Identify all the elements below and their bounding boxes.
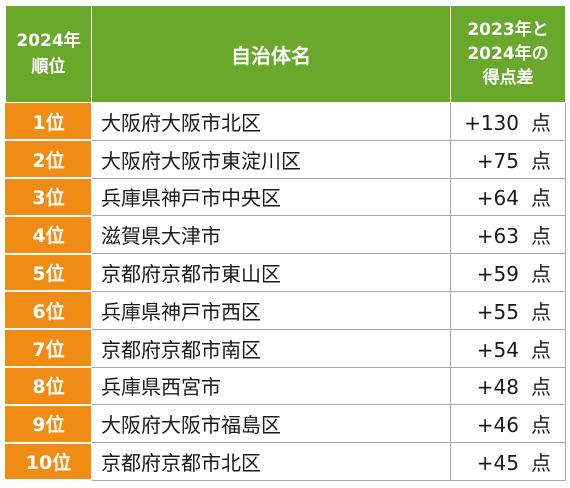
table-row: 8位 兵庫県西宮市 +48 点 — [5, 366, 566, 406]
header-name-label: 自治体名 — [231, 43, 311, 68]
rank-cell: 4位 — [5, 215, 92, 255]
header-rank-line2: 順位 — [31, 57, 66, 77]
ranking-table: 2024年 順位 自治体名 2023年と 2024年の 得点差 1位 大阪府大阪… — [5, 5, 566, 482]
diff-cell: +64 点 — [450, 177, 566, 217]
municipality-cell: 兵庫県西宮市 — [91, 366, 451, 406]
diff-value: +48 — [476, 375, 519, 400]
table-row: 2位 大阪府大阪市東淀川区 +75 点 — [5, 139, 566, 180]
municipality-cell: 京都府京都市東山区 — [91, 253, 451, 292]
municipality-cell: 大阪府大阪市東淀川区 — [91, 139, 451, 179]
table-row: 5位 京都府京都市東山区 +59 点 — [5, 253, 566, 293]
rank-cell: 10位 — [5, 442, 92, 482]
rank-cell: 2位 — [5, 139, 92, 180]
diff-unit: 点 — [531, 337, 551, 362]
diff-cell: +45 点 — [450, 442, 566, 481]
diff-unit: 点 — [531, 110, 551, 135]
table-row: 10位 京都府京都市北区 +45 点 — [5, 442, 566, 482]
table-header: 2024年 順位 自治体名 2023年と 2024年の 得点差 — [5, 5, 566, 103]
header-rank-line1: 2024年 — [16, 31, 81, 51]
header-diff-line2: 2024年の — [467, 44, 549, 64]
diff-cell: +59 点 — [450, 253, 566, 292]
diff-cell: +130 点 — [450, 102, 566, 141]
table-row: 4位 滋賀県大津市 +63 点 — [5, 215, 566, 255]
diff-unit: 点 — [531, 451, 551, 476]
diff-cell: +48 点 — [450, 366, 566, 406]
header-diff-line1: 2023年と — [467, 20, 549, 40]
diff-value: +54 — [476, 337, 519, 362]
rank-cell: 8位 — [5, 366, 92, 406]
header-rank: 2024年 順位 — [5, 5, 92, 103]
municipality-cell: 京都府京都市南区 — [91, 328, 451, 368]
table-row: 6位 兵庫県神戸市西区 +55 点 — [5, 290, 566, 331]
table-row: 7位 京都府京都市南区 +54 点 — [5, 328, 566, 369]
header-row: 2024年 順位 自治体名 2023年と 2024年の 得点差 — [5, 5, 566, 103]
diff-unit: 点 — [531, 299, 551, 324]
municipality-cell: 大阪府大阪市福島区 — [91, 404, 451, 444]
diff-cell: +63 点 — [450, 215, 566, 255]
rank-cell: 9位 — [5, 404, 92, 444]
table-body: 1位 大阪府大阪市北区 +130 点 2位 大阪府大阪市東淀川区 +75 点 3位 … — [5, 102, 566, 482]
header-diff: 2023年と 2024年の 得点差 — [450, 5, 566, 103]
diff-unit: 点 — [531, 262, 551, 287]
diff-unit: 点 — [531, 413, 551, 438]
diff-value: +59 — [476, 262, 519, 287]
rank-cell: 5位 — [5, 253, 92, 293]
diff-value: +64 — [476, 186, 519, 211]
rank-cell: 3位 — [5, 177, 92, 217]
diff-value: +75 — [476, 148, 519, 173]
diff-unit: 点 — [531, 224, 551, 249]
diff-value: +46 — [476, 413, 519, 438]
diff-cell: +46 点 — [450, 404, 566, 444]
diff-cell: +54 点 — [450, 328, 566, 368]
diff-unit: 点 — [531, 148, 551, 173]
diff-cell: +75 点 — [450, 139, 566, 179]
diff-unit: 点 — [531, 186, 551, 211]
diff-value: +63 — [476, 224, 519, 249]
header-name: 自治体名 — [91, 5, 451, 103]
diff-unit: 点 — [531, 375, 551, 400]
header-diff-line3: 得点差 — [482, 68, 534, 88]
municipality-cell: 京都府京都市北区 — [91, 442, 451, 481]
diff-value: +55 — [476, 299, 519, 324]
rank-cell: 1位 — [5, 102, 92, 142]
rank-cell: 6位 — [5, 290, 92, 331]
table-row: 9位 大阪府大阪市福島区 +46 点 — [5, 404, 566, 444]
municipality-cell: 滋賀県大津市 — [91, 215, 451, 255]
diff-value: +130 — [464, 110, 519, 135]
table-row: 3位 兵庫県神戸市中央区 +64 点 — [5, 177, 566, 217]
diff-value: +45 — [476, 451, 519, 476]
municipality-cell: 兵庫県神戸市西区 — [91, 290, 451, 330]
rank-cell: 7位 — [5, 328, 92, 369]
diff-cell: +55 点 — [450, 290, 566, 330]
table-row: 1位 大阪府大阪市北区 +130 点 — [5, 102, 566, 142]
municipality-cell: 大阪府大阪市北区 — [91, 102, 451, 141]
municipality-cell: 兵庫県神戸市中央区 — [91, 177, 451, 217]
